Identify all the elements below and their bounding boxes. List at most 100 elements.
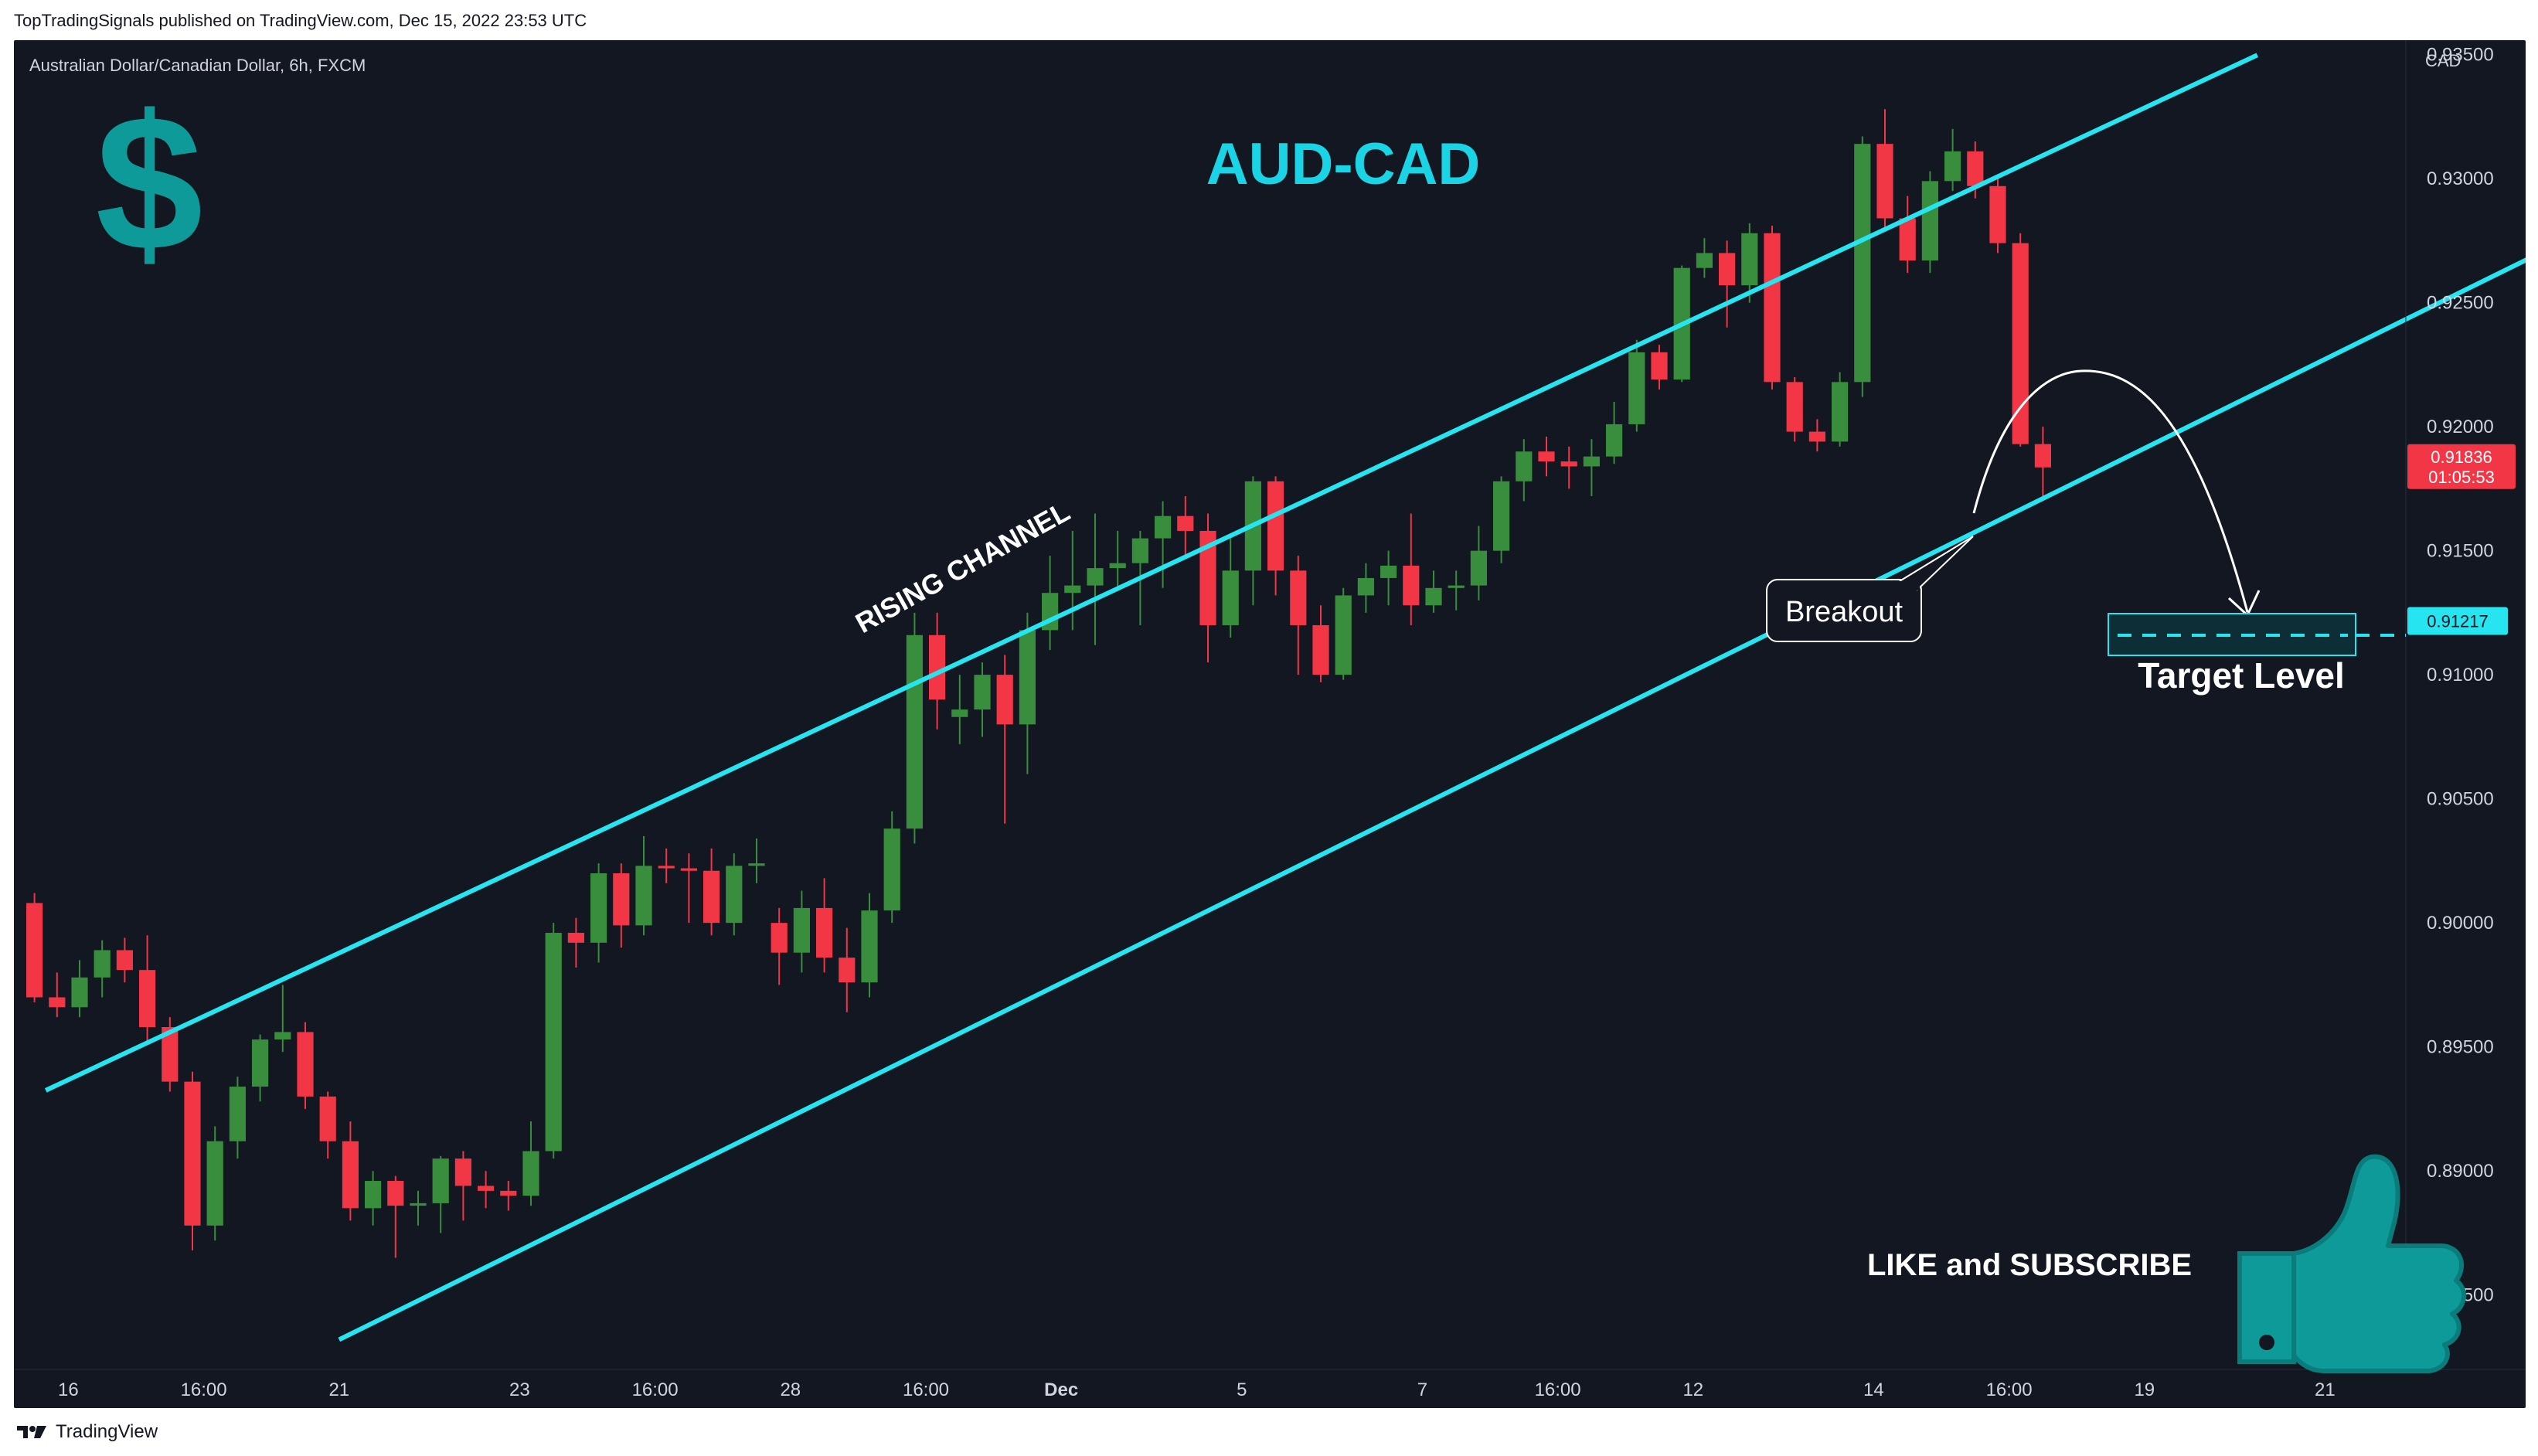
y-tick-label: 0.91000 bbox=[2427, 665, 2494, 685]
candle-body bbox=[1967, 151, 1984, 186]
candle-body bbox=[1921, 181, 1938, 261]
candle-body bbox=[454, 1158, 471, 1186]
candle-body bbox=[26, 903, 43, 998]
candle-body bbox=[1832, 382, 1849, 442]
candle-body bbox=[567, 933, 584, 943]
candle-body bbox=[1606, 424, 1623, 457]
candle-body bbox=[1177, 515, 1194, 531]
x-tick-label: 7 bbox=[1417, 1379, 1427, 1400]
candle-body bbox=[1651, 352, 1668, 380]
breakout-label: Breakout bbox=[1785, 596, 1904, 628]
candle-body bbox=[1019, 630, 1036, 725]
candle-body bbox=[1583, 456, 1600, 467]
candle-body bbox=[590, 873, 607, 943]
x-tick-label: 16:00 bbox=[903, 1379, 949, 1400]
chart-panel[interactable]: 0.91836 01:05:53 0.91217 0.93500 0.93000 0.9… bbox=[14, 40, 2526, 1408]
candle-body bbox=[162, 1026, 179, 1082]
candle-body bbox=[1696, 253, 1713, 268]
y-tick-label: 0.89500 bbox=[2427, 1037, 2494, 1058]
candle-body bbox=[478, 1186, 495, 1191]
candle-body bbox=[1808, 431, 1825, 442]
candle-body bbox=[139, 970, 156, 1027]
candle-body bbox=[252, 1039, 269, 1087]
y-tick-label: 0.90000 bbox=[2427, 913, 2494, 934]
target-label: Target Level bbox=[2138, 655, 2345, 696]
candle-body bbox=[658, 866, 675, 869]
candles-layer bbox=[26, 109, 2051, 1258]
candle-body bbox=[1312, 624, 1329, 675]
candle-body bbox=[1876, 144, 1893, 219]
x-tick-label: Dec bbox=[1044, 1379, 1078, 1400]
candle-body bbox=[94, 950, 111, 978]
candle-body bbox=[1516, 451, 1533, 481]
candle-body bbox=[839, 958, 856, 983]
candle-body bbox=[703, 870, 720, 924]
x-tick-label: 19 bbox=[2134, 1379, 2155, 1400]
thumbs-up-icon bbox=[2237, 1154, 2466, 1373]
target-price-value: 0.91217 bbox=[2427, 611, 2489, 631]
x-tick-label: 16:00 bbox=[1986, 1379, 2033, 1400]
candle-body bbox=[500, 1190, 517, 1196]
candle-body bbox=[1064, 585, 1081, 594]
x-tick-label: 28 bbox=[780, 1379, 801, 1400]
target-price-badge bbox=[2407, 607, 2508, 635]
candle-body bbox=[1899, 218, 1916, 261]
candle-body bbox=[116, 950, 133, 971]
candle-body bbox=[1719, 253, 1736, 286]
candle-body bbox=[951, 709, 968, 717]
y-tick-label: 0.93000 bbox=[2427, 168, 2494, 189]
candle-body bbox=[680, 868, 697, 871]
publisher-line: TopTradingSignals published on TradingVi… bbox=[14, 11, 587, 30]
candle-body bbox=[1335, 595, 1352, 675]
tradingview-brand: TradingView bbox=[56, 1421, 158, 1442]
x-tick-label: 16:00 bbox=[1535, 1379, 1581, 1400]
channel-label: RISING CHANNEL bbox=[850, 495, 1075, 639]
chart-title: AUD-CAD bbox=[1206, 131, 1481, 197]
channel-layer bbox=[44, 53, 2526, 1342]
x-tick-label: 5 bbox=[1237, 1379, 1247, 1400]
y-tick-label: 0.89000 bbox=[2427, 1161, 2494, 1182]
candle-body bbox=[206, 1141, 223, 1226]
candle-body bbox=[929, 634, 946, 700]
candle-body bbox=[184, 1081, 201, 1226]
y-tick-label: 0.90500 bbox=[2427, 789, 2494, 810]
candle-body bbox=[545, 933, 562, 1152]
y-tick-label: 0.92500 bbox=[2427, 293, 2494, 314]
candle-body bbox=[1854, 144, 1871, 383]
candle-body bbox=[274, 1032, 291, 1040]
candle-body bbox=[522, 1151, 539, 1196]
candle-body bbox=[319, 1096, 336, 1141]
candle-body bbox=[1448, 585, 1465, 588]
candle-body bbox=[1786, 382, 1803, 432]
channel-upper-line bbox=[44, 53, 2259, 1093]
y-tick-label: 0.91500 bbox=[2427, 541, 2494, 562]
symbol-line: Australian Dollar/Canadian Dollar, 6h, F… bbox=[29, 56, 366, 75]
candle-body bbox=[1267, 481, 1284, 571]
candle-body bbox=[410, 1203, 427, 1206]
candle-body bbox=[229, 1087, 246, 1141]
candle-body bbox=[1109, 563, 1126, 569]
channel-lower-line bbox=[338, 257, 2526, 1342]
candle-body bbox=[1764, 233, 1781, 383]
candle-body bbox=[613, 873, 630, 926]
candle-body bbox=[816, 907, 833, 958]
candle-body bbox=[635, 866, 652, 926]
candle-body bbox=[771, 923, 788, 953]
y-tick-label: 0.93500 bbox=[2427, 45, 2494, 66]
candle-body bbox=[1290, 570, 1307, 625]
candle-body bbox=[2034, 444, 2051, 468]
candle-body bbox=[342, 1141, 359, 1209]
x-tick-label: 23 bbox=[509, 1379, 530, 1400]
projection-arrow bbox=[1972, 369, 2249, 613]
candle-body bbox=[1222, 570, 1239, 625]
tradingview-logo-icon bbox=[17, 1426, 46, 1438]
subscribe-cta[interactable]: LIKE and SUBSCRIBE bbox=[1867, 1248, 2192, 1282]
x-tick-label: 16 bbox=[58, 1379, 79, 1400]
candle-body bbox=[906, 634, 923, 829]
candle-body bbox=[365, 1181, 382, 1209]
current-price-countdown: 01:05:53 bbox=[2428, 468, 2495, 487]
candle-body bbox=[726, 866, 743, 924]
candle-body bbox=[432, 1158, 449, 1203]
tradingview-footer[interactable]: TradingView bbox=[15, 1420, 158, 1444]
